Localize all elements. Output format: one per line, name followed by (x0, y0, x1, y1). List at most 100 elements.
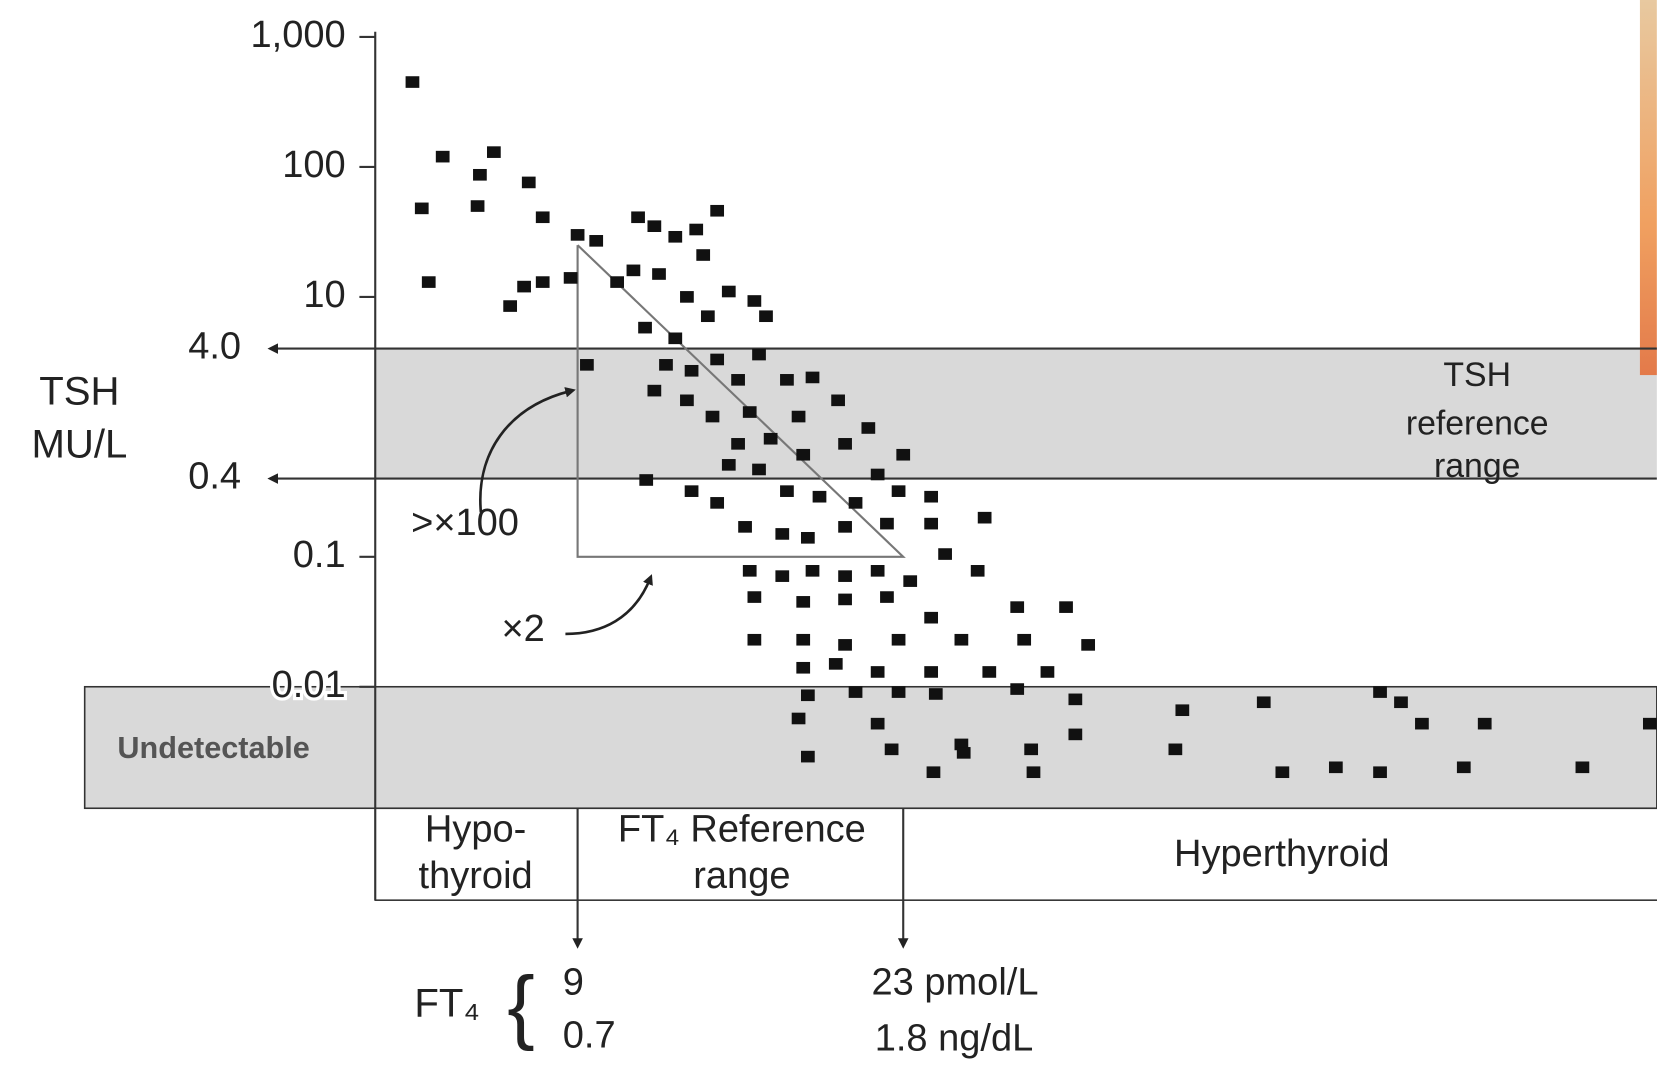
data-point (680, 291, 694, 303)
data-point (696, 249, 711, 261)
data-point (1256, 696, 1271, 709)
data-point (405, 76, 420, 88)
data-point (638, 321, 652, 334)
data-point (838, 521, 852, 533)
data-point (535, 276, 550, 288)
data-point (831, 394, 845, 407)
data-point (470, 200, 485, 212)
region-label: thyroid (419, 855, 533, 897)
data-point (721, 285, 736, 298)
ft4-limit-label: 23 pmol/L (872, 962, 1039, 1004)
data-point (1394, 696, 1408, 709)
ft4-limit-label: 1.8 ng/dL (875, 1018, 1034, 1060)
brace: { (507, 960, 535, 1052)
data-point (891, 485, 906, 497)
data-point (639, 474, 654, 486)
data-point (1477, 717, 1492, 730)
data-point (1040, 666, 1055, 678)
data-point (700, 310, 715, 323)
data-point (1081, 639, 1096, 651)
data-point (775, 528, 790, 540)
data-point (800, 750, 815, 763)
data-point (668, 332, 683, 345)
y-tick-label: 100 (282, 144, 345, 186)
data-point (926, 766, 941, 779)
slope-triangle (576, 244, 906, 558)
data-point (775, 570, 790, 582)
y-tick-label: 0.1 (293, 534, 346, 576)
data-point (473, 168, 487, 181)
data-point (838, 639, 852, 651)
data-point (521, 176, 536, 189)
band-label: reference (1406, 405, 1549, 443)
data-point (1373, 686, 1387, 698)
data-point (647, 384, 662, 397)
data-point (780, 485, 794, 497)
data-point (870, 565, 885, 577)
data-point (647, 220, 662, 232)
data-point (680, 394, 694, 407)
band-label: range (1434, 447, 1520, 485)
curved-arrow (479, 387, 576, 513)
points (405, 76, 1657, 779)
data-point (1068, 728, 1083, 741)
data-point (977, 511, 992, 524)
data-point (796, 596, 811, 608)
data-point (1010, 683, 1025, 695)
data-point (747, 295, 762, 307)
ft4-limit-label: 0.7 (563, 1015, 616, 1057)
data-point (924, 666, 939, 678)
data-point (805, 371, 820, 384)
data-point (570, 229, 585, 241)
data-point (610, 276, 625, 288)
data-point (684, 364, 699, 377)
data-point (828, 658, 843, 670)
data-point (796, 448, 811, 461)
data-point (486, 146, 501, 158)
data-point (928, 688, 943, 700)
data-point (791, 712, 806, 725)
data-point (563, 272, 578, 284)
data-point (631, 211, 645, 224)
data-point (970, 565, 985, 577)
data-point (848, 497, 863, 509)
data-point (924, 611, 939, 624)
data-point (956, 747, 971, 759)
data-point (1175, 704, 1190, 717)
annotation: >×100 (411, 502, 519, 544)
data-point (838, 593, 852, 606)
data-point (805, 565, 820, 577)
data-point (710, 204, 725, 217)
data-point (589, 235, 604, 247)
data-point (752, 463, 766, 476)
y-axis-label: MU/L (31, 422, 127, 467)
data-point (1642, 717, 1657, 730)
data-point (710, 353, 725, 366)
data-point (659, 359, 673, 371)
data-point (838, 570, 852, 582)
data-point (1456, 761, 1471, 774)
data-point (759, 310, 773, 323)
data-point (535, 211, 550, 224)
data-point (580, 359, 594, 371)
data-point (1275, 766, 1290, 779)
region-label: Hypo- (425, 809, 526, 851)
data-point (848, 686, 863, 698)
y-tick-label: 1,000 (251, 14, 346, 56)
data-point (738, 521, 752, 533)
ft4-label: FT₄ (414, 980, 479, 1025)
data-point (891, 633, 906, 646)
data-point (705, 410, 720, 423)
data-point (800, 531, 815, 544)
data-point (796, 633, 811, 646)
band-label: Undetectable (117, 731, 309, 765)
data-point (1017, 633, 1032, 646)
data-point (800, 689, 815, 702)
data-point (684, 485, 699, 497)
photo-edge (1639, 0, 1657, 376)
data-point (780, 374, 794, 386)
data-point (1328, 761, 1343, 774)
data-point (421, 276, 436, 288)
data-point (668, 230, 683, 243)
